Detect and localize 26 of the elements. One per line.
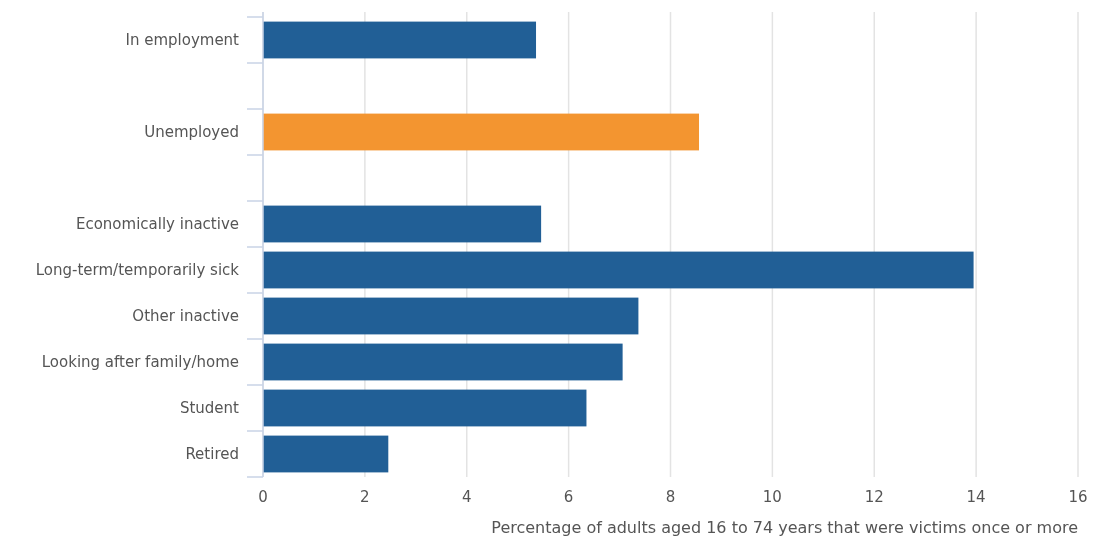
x-tick-label: 10 (762, 488, 782, 506)
y-tick-label: Retired (185, 445, 239, 464)
bar (263, 297, 639, 335)
x-tick-label: 12 (864, 488, 884, 506)
bar (263, 343, 623, 381)
x-tick-label: 4 (461, 488, 472, 506)
bar (263, 251, 974, 289)
y-tick-label: Student (179, 399, 240, 418)
x-tick-label: 8 (665, 488, 676, 506)
x-tick-label: 16 (1068, 488, 1088, 506)
y-tick-label: Unemployed (144, 123, 239, 142)
x-tick-label: 14 (966, 488, 986, 506)
x-tick-label: 2 (360, 488, 370, 506)
x-axis-title: Percentage of adults aged 16 to 74 years that were victims once or more (491, 518, 1078, 537)
y-tick-label: Long-term/temporarily sick (35, 261, 240, 280)
bar (263, 205, 542, 243)
x-tick-label: 0 (258, 488, 268, 506)
bar (263, 435, 389, 473)
y-tick-label: Other inactive (132, 307, 239, 326)
y-tick-label: Looking after family/home (41, 353, 239, 372)
bar (263, 21, 537, 59)
bar (263, 113, 700, 151)
bar (263, 389, 587, 427)
y-tick-label: Economically inactive (75, 215, 239, 234)
y-tick-label: In employment (125, 31, 240, 50)
x-tick-label: 6 (563, 488, 574, 506)
